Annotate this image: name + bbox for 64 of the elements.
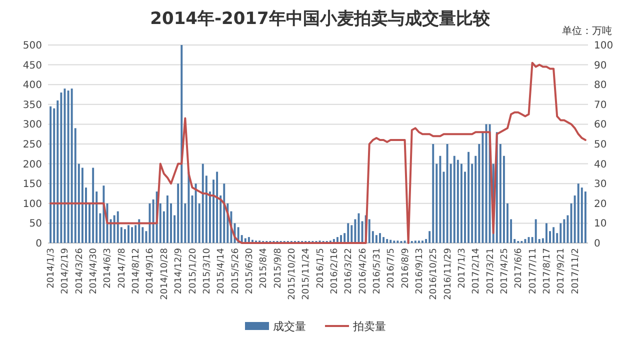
x-tick-label: 2016/10/25 bbox=[429, 248, 440, 300]
x-tick-label: 2016/8/9 bbox=[400, 248, 411, 288]
x-tick-label: 2015/5/26 bbox=[230, 248, 241, 294]
x-tick-label: 2014/12/9 bbox=[174, 248, 184, 294]
x-tick-label: 2016/11/29 bbox=[443, 248, 454, 300]
y2-tick-label: 0 bbox=[594, 238, 600, 250]
y-tick-label: 100 bbox=[22, 198, 42, 210]
x-tick-label: 2014/10/28 bbox=[160, 248, 170, 300]
x-tick-label: 2015/11/24 bbox=[302, 248, 312, 300]
y2-tick-label: 40 bbox=[594, 159, 607, 170]
x-tick-label: 2014/1/3 bbox=[46, 248, 57, 288]
x-tick-label: 2015/3/10 bbox=[202, 248, 212, 294]
y-tick-label: 500 bbox=[22, 40, 42, 52]
x-tick-label: 2016/4/26 bbox=[358, 248, 368, 294]
x-tick-label: 2017/11/2 bbox=[570, 248, 581, 294]
y-tick-label: 150 bbox=[22, 179, 42, 190]
y-tick-label: 200 bbox=[22, 159, 42, 170]
x-tick-label: 2017/1/3 bbox=[457, 248, 468, 288]
legend-label: 成交量 bbox=[273, 320, 306, 333]
x-tick-label: 2017/6/6 bbox=[514, 248, 524, 288]
y-tick-label: 250 bbox=[22, 140, 42, 150]
x-tick-label: 2016/9/13 bbox=[414, 248, 425, 294]
y2-tick-label: 30 bbox=[594, 179, 607, 190]
x-tick-label: 2014/7/8 bbox=[117, 248, 128, 288]
x-tick-label: 2014/2/19 bbox=[60, 248, 71, 294]
y2-tick-label: 70 bbox=[594, 100, 607, 111]
x-tick-label: 2017/7/11 bbox=[528, 248, 538, 294]
x-tick-label: 2014/9/16 bbox=[146, 248, 156, 294]
x-tick-label: 2015/6/30 bbox=[244, 248, 255, 294]
x-tick-label: 2016/2/16 bbox=[330, 248, 340, 294]
y2-tick-label: 20 bbox=[594, 198, 607, 210]
x-tick-label: 2014/3/26 bbox=[74, 248, 85, 294]
y-tick-label: 400 bbox=[22, 80, 42, 92]
x-tick-label: 2017/3/21 bbox=[486, 248, 496, 294]
y-tick-label: 450 bbox=[22, 60, 42, 72]
y2-tick-label: 50 bbox=[594, 140, 607, 150]
y2-tick-label: 10 bbox=[594, 218, 607, 230]
y2-tick-label: 90 bbox=[594, 60, 607, 72]
x-tick-label: 2017/8/17 bbox=[542, 248, 552, 294]
x-tick-label: 2017/4/25 bbox=[500, 248, 510, 294]
y2-tick-label: 60 bbox=[594, 120, 607, 131]
x-tick-label: 2015/10/20 bbox=[287, 248, 298, 300]
y-tick-label: 350 bbox=[22, 100, 42, 111]
y2-tick-label: 80 bbox=[594, 80, 607, 92]
y-tick-label: 300 bbox=[22, 120, 42, 131]
y2-tick-label: 100 bbox=[594, 40, 614, 52]
x-tick-label: 2014/6/3 bbox=[103, 248, 114, 288]
legend-label: 拍卖量 bbox=[352, 320, 386, 333]
x-tick-label: 2016/7/5 bbox=[386, 248, 397, 288]
x-tick-label: 2014/4/30 bbox=[89, 248, 100, 294]
x-tick-label: 2016/5/31 bbox=[372, 248, 382, 294]
x-tick-label: 2017/9/21 bbox=[556, 248, 567, 294]
y-tick-label: 50 bbox=[29, 218, 42, 230]
x-tick-label: 2015/4/14 bbox=[216, 248, 227, 294]
text: 单位：万吨 bbox=[562, 25, 612, 37]
x-tick-label: 2016/1/5 bbox=[316, 248, 326, 288]
x-tick-label: 2016/3/22 bbox=[344, 248, 354, 294]
y-tick-label: 0 bbox=[36, 238, 42, 250]
x-tick-label: 2017/2/14 bbox=[472, 248, 482, 294]
x-tick-label: 2014/8/12 bbox=[132, 248, 142, 294]
chart-title: 2014年-2017年中国小麦拍卖与成交量比较 bbox=[150, 9, 491, 29]
x-tick-label: 2015/1/20 bbox=[188, 248, 198, 294]
x-tick-label: 2015/9/8 bbox=[273, 248, 284, 288]
x-tick-label: 2015/8/4 bbox=[259, 248, 270, 288]
